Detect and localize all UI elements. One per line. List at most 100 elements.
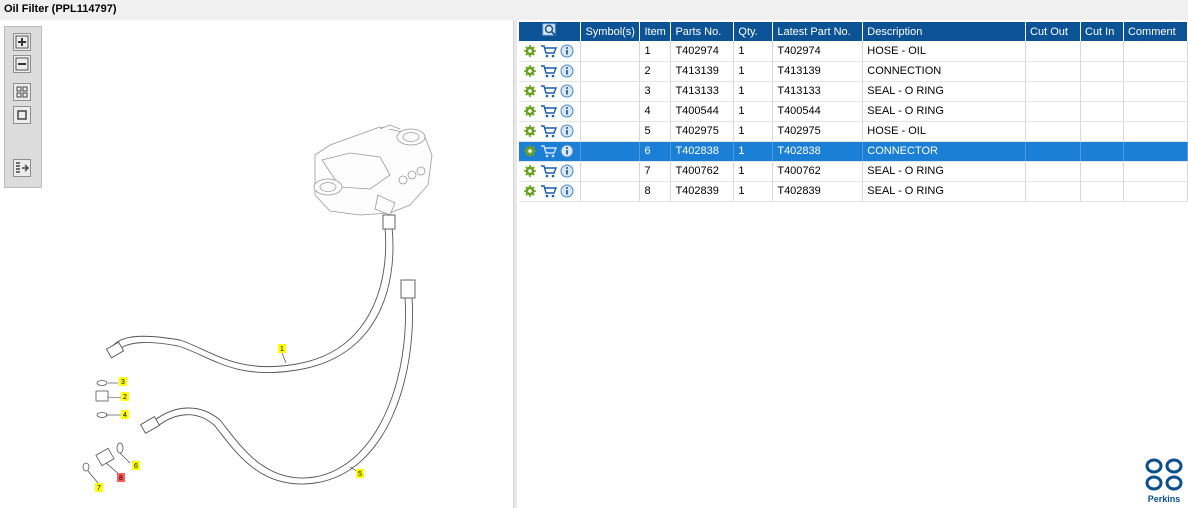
info-icon[interactable] bbox=[560, 144, 574, 158]
gear-icon[interactable] bbox=[523, 184, 537, 198]
callout-6[interactable]: 6 bbox=[132, 461, 140, 470]
table-header-row: Symbol(s) Item Parts No. Qty. Latest Par… bbox=[519, 22, 1188, 41]
symbols-cell bbox=[580, 61, 641, 82]
cart-icon[interactable] bbox=[540, 84, 557, 98]
cut-in-cell bbox=[1080, 121, 1124, 142]
callout-3[interactable]: 3 bbox=[119, 377, 127, 386]
callout-6-label: 6 bbox=[134, 463, 138, 470]
callout-8[interactable]: 8 bbox=[117, 473, 125, 482]
callout-5-label: 5 bbox=[358, 471, 362, 478]
comment-cell bbox=[1123, 181, 1188, 202]
zoom-in-button[interactable] bbox=[13, 33, 31, 51]
pane-splitter[interactable] bbox=[513, 20, 517, 508]
cut-in-cell bbox=[1080, 101, 1124, 122]
gear-icon[interactable] bbox=[523, 104, 537, 118]
callout-6-box bbox=[132, 461, 140, 470]
info-icon[interactable] bbox=[560, 64, 574, 78]
search-column-header[interactable] bbox=[519, 22, 582, 41]
description-cell: HOSE - OIL bbox=[862, 41, 1027, 62]
latest-part-no-cell: T400762 bbox=[772, 161, 864, 182]
callout-1[interactable]: 1 bbox=[278, 344, 286, 353]
gear-icon[interactable] bbox=[523, 44, 537, 58]
qty-cell: 1 bbox=[733, 61, 774, 82]
info-icon[interactable] bbox=[560, 124, 574, 138]
column-header-description[interactable]: Description bbox=[862, 22, 1027, 41]
gear-icon[interactable] bbox=[523, 64, 537, 78]
table-row[interactable]: 8 T402839 1 T402839 SEAL - O RING bbox=[519, 181, 1188, 202]
table-row[interactable]: 4 T400544 1 T400544 SEAL - O RING bbox=[519, 101, 1188, 122]
item-cell: 6 bbox=[639, 141, 672, 162]
cart-icon[interactable] bbox=[540, 164, 557, 178]
cart-icon[interactable] bbox=[540, 144, 557, 158]
cart-icon[interactable] bbox=[540, 104, 557, 118]
comment-cell bbox=[1123, 41, 1188, 62]
callout-2-box bbox=[121, 392, 129, 401]
table-row[interactable]: 2 T413139 1 T413139 CONNECTION bbox=[519, 61, 1188, 82]
qty-cell: 1 bbox=[733, 121, 774, 142]
zoom-out-icon bbox=[15, 57, 29, 71]
cut-in-cell bbox=[1080, 81, 1124, 102]
column-header-parts-no[interactable]: Parts No. bbox=[670, 22, 735, 41]
cut-out-cell bbox=[1025, 141, 1081, 162]
column-header-comment[interactable]: Comment bbox=[1123, 22, 1188, 41]
column-header-latest-part-no[interactable]: Latest Part No. bbox=[772, 22, 864, 41]
qty-cell: 1 bbox=[733, 181, 774, 202]
column-header-item[interactable]: Item bbox=[639, 22, 672, 41]
gear-icon[interactable] bbox=[523, 164, 537, 178]
table-row[interactable]: 7 T400762 1 T400762 SEAL - O RING bbox=[519, 161, 1188, 182]
part-no-cell: T402974 bbox=[670, 41, 735, 62]
title-bar: Oil Filter (PPL114797) bbox=[0, 0, 1188, 20]
latest-part-no-cell: T402838 bbox=[772, 141, 864, 162]
gear-icon[interactable] bbox=[523, 124, 537, 138]
row-actions-cell bbox=[519, 61, 582, 82]
search-icon[interactable] bbox=[542, 23, 558, 37]
info-icon[interactable] bbox=[560, 84, 574, 98]
callout-8-box bbox=[117, 473, 125, 482]
column-header-symbols[interactable]: Symbol(s) bbox=[580, 22, 641, 41]
comment-cell bbox=[1123, 81, 1188, 102]
cart-icon[interactable] bbox=[540, 124, 557, 138]
info-icon[interactable] bbox=[560, 164, 574, 178]
exploded-parts-drawing[interactable]: 1 2 3 4 5 6 7 8 bbox=[60, 115, 500, 505]
callout-5[interactable]: 5 bbox=[356, 469, 364, 478]
cart-icon[interactable] bbox=[540, 64, 557, 78]
callout-4[interactable]: 4 bbox=[121, 410, 129, 419]
illustration-pane[interactable]: 1 2 3 4 5 6 7 8 bbox=[0, 20, 513, 508]
actual-size-button[interactable] bbox=[13, 106, 31, 124]
callout-2[interactable]: 2 bbox=[121, 392, 129, 401]
column-header-qty[interactable]: Qty. bbox=[733, 22, 774, 41]
cart-icon[interactable] bbox=[540, 44, 557, 58]
parts-table: Symbol(s) Item Parts No. Qty. Latest Par… bbox=[519, 22, 1188, 202]
parts-list-toggle-button[interactable] bbox=[13, 159, 31, 177]
callout-4-box bbox=[121, 410, 129, 419]
gear-icon[interactable] bbox=[523, 144, 537, 158]
cut-in-cell bbox=[1080, 161, 1124, 182]
table-row[interactable]: 1 T402974 1 T402974 HOSE - OIL bbox=[519, 41, 1188, 62]
table-row[interactable]: 3 T413133 1 T413133 SEAL - O RING bbox=[519, 81, 1188, 102]
zoom-out-button[interactable] bbox=[13, 55, 31, 73]
latest-part-no-cell: T402839 bbox=[772, 181, 864, 202]
column-header-cut-in[interactable]: Cut In bbox=[1080, 22, 1124, 41]
table-row[interactable]: 5 T402975 1 T402975 HOSE - OIL bbox=[519, 121, 1188, 142]
qty-cell: 1 bbox=[733, 141, 774, 162]
viewer-toolbar bbox=[4, 26, 42, 188]
info-icon[interactable] bbox=[560, 44, 574, 58]
perkins-emblem-icon bbox=[1145, 458, 1183, 491]
list-arrow-icon bbox=[16, 162, 30, 173]
description-cell: SEAL - O RING bbox=[862, 181, 1027, 202]
item-cell: 1 bbox=[639, 41, 672, 62]
info-icon[interactable] bbox=[560, 104, 574, 118]
cart-icon[interactable] bbox=[540, 184, 557, 198]
row-actions-cell bbox=[519, 161, 582, 182]
description-cell: HOSE - OIL bbox=[862, 121, 1027, 142]
cut-out-cell bbox=[1025, 81, 1081, 102]
info-icon[interactable] bbox=[560, 184, 574, 198]
fit-all-button[interactable] bbox=[13, 83, 31, 101]
column-header-cut-out[interactable]: Cut Out bbox=[1025, 22, 1081, 41]
symbols-cell bbox=[580, 141, 641, 162]
qty-cell: 1 bbox=[733, 81, 774, 102]
callout-7[interactable]: 7 bbox=[95, 483, 103, 492]
gear-icon[interactable] bbox=[523, 84, 537, 98]
qty-cell: 1 bbox=[733, 101, 774, 122]
table-row[interactable]: 6 T402838 1 T402838 CONNECTOR bbox=[519, 141, 1188, 162]
